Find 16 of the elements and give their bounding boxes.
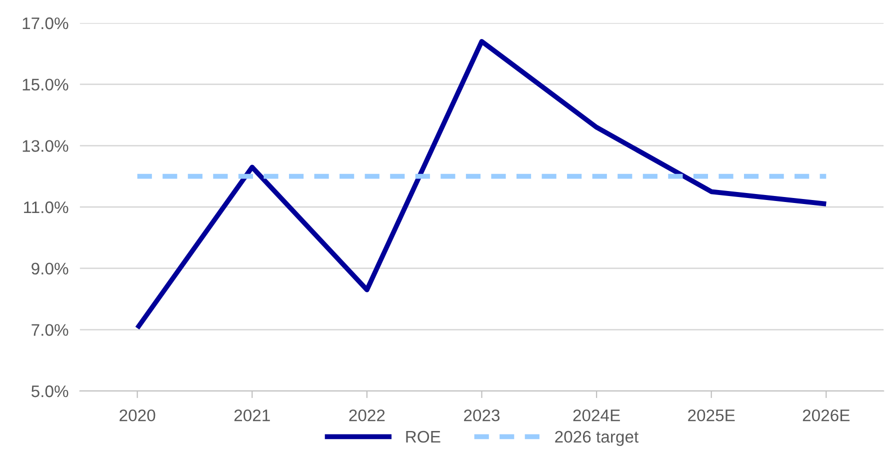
legend-label: ROE — [406, 430, 440, 443]
y-tick-label: 13.0% — [22, 140, 68, 152]
y-tick-label: 7.0% — [32, 324, 68, 336]
y-tick-label: 11.0% — [24, 201, 68, 214]
x-tick-label: 2023 — [464, 409, 500, 422]
x-tick-label: 2025E — [688, 409, 735, 422]
x-tick-label: 2026E — [802, 409, 850, 422]
x-tick-label: 2022 — [349, 409, 385, 422]
y-tick-label: 17.0% — [22, 17, 68, 30]
x-tick-label: 2020 — [120, 409, 156, 422]
x-tick-label: 2024E — [573, 409, 620, 422]
legend-label: 2026 target — [555, 430, 639, 446]
x-tick-label: 2021 — [234, 409, 270, 422]
y-tick-label: 9.0% — [32, 262, 68, 275]
y-tick-label: 5.0% — [31, 385, 68, 398]
y-tick-label: 15.0% — [22, 78, 68, 91]
